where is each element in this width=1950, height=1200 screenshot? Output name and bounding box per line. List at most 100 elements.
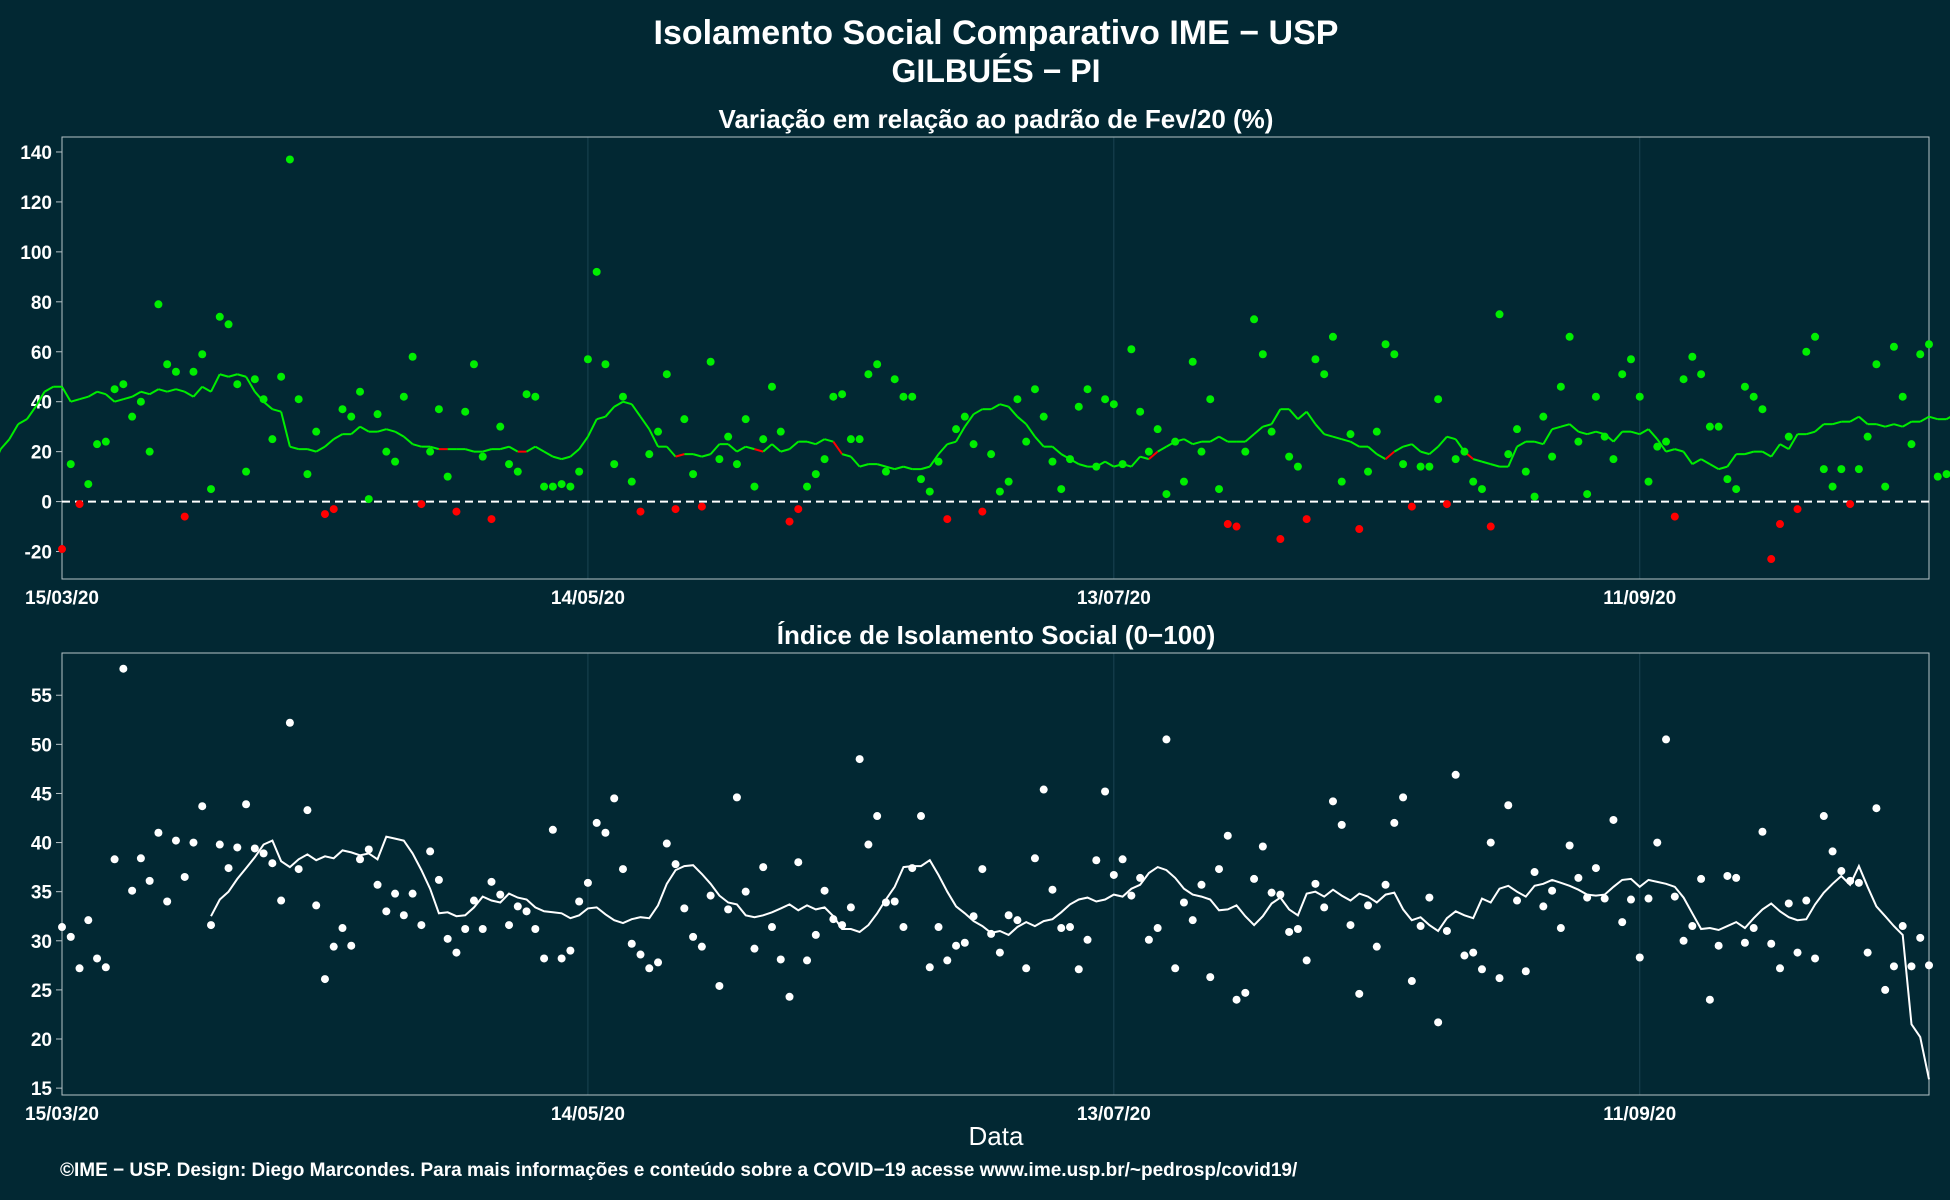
data-point <box>1302 515 1311 524</box>
data-point <box>1486 838 1495 847</box>
data-point <box>1425 893 1434 902</box>
data-point <box>987 929 996 938</box>
data-point <box>171 836 180 845</box>
data-point <box>66 932 75 941</box>
data-point <box>1837 465 1846 474</box>
x-tick-label: 15/03/20 <box>25 588 99 609</box>
data-point <box>724 432 733 441</box>
moving-average-segment <box>947 440 957 446</box>
data-point <box>1679 375 1688 384</box>
data-point <box>890 375 899 384</box>
data-point <box>1390 818 1399 827</box>
moving-average-segment <box>1393 445 1404 453</box>
data-point <box>338 405 347 414</box>
moving-average-line <box>210 835 1930 1080</box>
data-point <box>1136 873 1145 882</box>
moving-average-segment <box>324 438 335 448</box>
moving-average-segment <box>771 443 782 453</box>
data-point <box>136 397 145 406</box>
footer-credit: ©IME − USP. Design: Diego Marcondes. Par… <box>60 1160 1298 1181</box>
data-point <box>864 370 873 379</box>
chart-subtitle: GILBUÉS − PI <box>892 53 1101 89</box>
data-point <box>1933 472 1942 481</box>
data-point <box>925 487 934 496</box>
data-point <box>1276 535 1285 544</box>
data-point <box>583 355 592 364</box>
data-point <box>1828 482 1837 491</box>
data-point <box>128 886 137 895</box>
data-point <box>1355 989 1364 998</box>
data-point <box>145 447 154 456</box>
data-point <box>434 875 443 884</box>
data-point <box>1591 392 1600 401</box>
data-point <box>1556 382 1565 391</box>
moving-average-segment <box>192 386 203 398</box>
data-point <box>1241 447 1250 456</box>
data-point <box>1346 921 1355 930</box>
data-point <box>1118 855 1127 864</box>
moving-average-segment <box>333 433 343 441</box>
moving-average-segment <box>1490 463 1500 468</box>
moving-average-segment <box>166 388 177 393</box>
data-point <box>1626 355 1635 364</box>
data-point <box>110 855 119 864</box>
panel-title-variation: Variação em relação ao padrão de Fev/20 … <box>719 104 1274 134</box>
data-point <box>171 367 180 376</box>
data-point <box>1513 896 1522 905</box>
moving-average-segment <box>1270 408 1282 425</box>
moving-average-segment <box>1025 423 1036 438</box>
data-point <box>1162 735 1171 744</box>
moving-average-segment <box>1507 446 1518 468</box>
moving-average-segment <box>1806 430 1816 436</box>
data-point <box>399 911 408 920</box>
data-point <box>75 964 84 973</box>
moving-average-segment <box>1376 453 1387 461</box>
data-point <box>1179 477 1188 486</box>
moving-average-segment <box>1253 425 1264 435</box>
moving-average-segment <box>508 445 519 453</box>
data-point <box>189 838 198 847</box>
data-point <box>1013 395 1022 404</box>
moving-average-segment <box>596 415 606 421</box>
data-point <box>995 487 1004 496</box>
data-point <box>320 975 329 984</box>
data-point <box>548 825 557 834</box>
data-point <box>1250 315 1259 324</box>
data-point <box>469 360 478 369</box>
data-point <box>93 440 102 449</box>
moving-average-segment <box>1787 433 1799 450</box>
moving-average-segment <box>630 403 642 418</box>
data-point <box>943 956 952 965</box>
moving-average-segment <box>0 438 11 450</box>
moving-average-segment <box>499 445 510 451</box>
data-point <box>1697 370 1706 379</box>
panel-frame <box>61 136 1930 580</box>
moving-average-segment <box>114 398 124 403</box>
data-point <box>163 897 172 906</box>
data-point <box>1364 901 1373 910</box>
moving-average-segment <box>1876 423 1886 428</box>
moving-average-segment <box>1262 423 1272 428</box>
moving-average-segment <box>990 403 1001 411</box>
moving-average-segment <box>745 445 755 451</box>
data-point <box>513 467 522 476</box>
moving-average-segment <box>386 428 396 433</box>
moving-average-segment <box>885 465 895 471</box>
moving-average-segment <box>701 453 711 458</box>
moving-average-segment <box>1437 436 1448 448</box>
data-point <box>803 956 812 965</box>
data-point <box>1223 520 1232 529</box>
data-point <box>1662 735 1671 744</box>
data-point <box>250 844 259 853</box>
data-point <box>347 412 356 421</box>
data-point <box>224 320 233 329</box>
y-tick-label: 140 <box>20 143 52 164</box>
moving-average-segment <box>61 386 72 403</box>
moving-average-segment <box>1586 430 1597 436</box>
data-point <box>1854 878 1863 887</box>
data-point <box>943 515 952 524</box>
data-point <box>1127 891 1136 900</box>
data-point <box>1215 485 1224 494</box>
data-point <box>671 860 680 869</box>
moving-average-segment <box>289 445 299 451</box>
